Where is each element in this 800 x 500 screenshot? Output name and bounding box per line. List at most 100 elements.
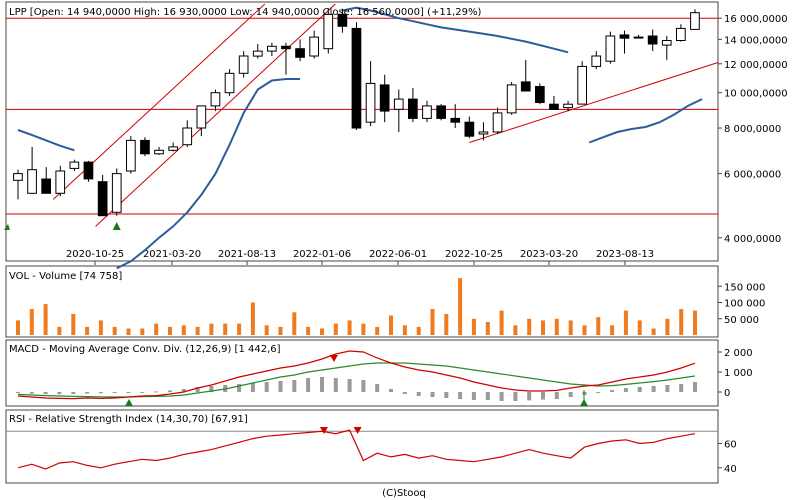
candle-body: [450, 117, 461, 123]
candle-body: [111, 173, 122, 213]
macd-histogram-bar: [513, 392, 518, 401]
macd-histogram-bar: [292, 380, 297, 392]
macd-histogram-bar: [679, 384, 684, 392]
volume-bar: [485, 322, 490, 335]
macd-y-tick-label: 1 000: [724, 368, 753, 379]
volume-bar: [402, 325, 407, 336]
candle-body: [140, 139, 150, 155]
buy-arrow-icon: [112, 222, 121, 230]
volume-bar: [306, 326, 311, 335]
volume-bar: [416, 326, 421, 335]
sell-arrow-icon: [319, 427, 328, 434]
candle-body: [224, 72, 235, 94]
macd-histogram-bar: [278, 381, 283, 392]
volume-bar: [541, 320, 545, 335]
sell-arrow-icon: [329, 355, 338, 362]
candle-body: [55, 170, 66, 194]
macd-histogram-bar: [29, 392, 34, 394]
price-y-tick-label: 6 000,0000: [724, 170, 781, 181]
candle-body: [591, 55, 602, 67]
macd-histogram-bar: [361, 380, 366, 392]
macd-histogram-bar: [57, 392, 62, 395]
candle-body: [549, 103, 559, 110]
macd-histogram-bar: [568, 392, 573, 397]
price-x-tick-label: 2022-01-06: [293, 249, 351, 260]
price-x-tick-label: 2022-10-25: [445, 249, 503, 260]
volume-bar: [347, 320, 352, 335]
moving-average-line: [116, 6, 569, 270]
macd-panel: [5, 339, 719, 407]
candle-body: [126, 139, 136, 172]
volume-bar: [444, 313, 449, 335]
candle-body: [647, 35, 658, 45]
macd-histogram-bar: [168, 390, 172, 392]
macd-histogram-bar: [98, 392, 103, 394]
macd-histogram-bar: [527, 392, 532, 401]
candle-body: [676, 27, 686, 41]
price-y-tick-label: 14 000,0000: [724, 35, 788, 46]
candle-body: [97, 181, 108, 217]
candle-body: [337, 13, 348, 27]
volume-bar: [320, 328, 324, 335]
volume-bar: [140, 328, 145, 335]
price-x-tick-label: 2023-03-20: [520, 249, 578, 260]
candle-body: [252, 50, 263, 57]
volume-bar: [57, 326, 62, 335]
macd-histogram-bar: [485, 392, 490, 400]
candle-body: [182, 127, 193, 146]
price-x-tick-label: 2021-03-20: [143, 249, 201, 260]
macd-histogram-bar: [320, 377, 324, 392]
candle-body: [83, 161, 94, 180]
macd-histogram-bar: [541, 392, 545, 400]
macd-histogram-bar: [610, 390, 615, 392]
price-x-tick-label: 2022-06-01: [369, 249, 427, 260]
candle-body: [69, 161, 80, 169]
candle-body: [520, 81, 531, 92]
macd-histogram-bar: [554, 392, 559, 399]
rsi-title: RSI - Relative Strength Index (14,30,70)…: [9, 414, 248, 425]
volume-y-tick-label: 150 000: [724, 282, 765, 293]
macd-histogram-bar: [333, 378, 338, 392]
macd-histogram-bar: [140, 392, 145, 393]
macd-y-tick-label: 0: [724, 388, 730, 399]
volume-bar: [554, 318, 559, 336]
volume-bar: [513, 325, 518, 336]
macd-histogram-bar: [181, 389, 186, 392]
macd-histogram-bar: [444, 392, 449, 398]
rsi-line: [17, 429, 696, 470]
candle-body: [535, 86, 545, 103]
volume-bar: [250, 302, 255, 335]
sell-arrow-icon: [353, 427, 362, 434]
volume-bar: [292, 312, 297, 336]
macd-histogram-bar: [596, 392, 601, 393]
macd-histogram-bar: [43, 392, 48, 394]
candle-body: [690, 12, 700, 30]
volume-bar: [375, 326, 380, 335]
macd-histogram-bar: [416, 392, 421, 396]
rsi-y-tick-label: 60: [724, 439, 737, 450]
volume-bar: [126, 328, 131, 335]
candle-body: [633, 36, 644, 39]
macd-histogram-bar: [430, 392, 435, 397]
candle-body: [365, 82, 376, 123]
macd-histogram-bar: [154, 391, 159, 393]
candle-body: [13, 173, 23, 181]
candle-body: [478, 131, 489, 135]
volume-bar: [623, 310, 628, 335]
candle-body: [379, 84, 390, 112]
volume-bar: [112, 326, 117, 335]
footer-credit: (C)Stooq: [382, 488, 426, 499]
macd-histogram-bar: [195, 387, 200, 392]
price-y-tick-label: 12 000,0000: [724, 60, 788, 71]
candle-body: [295, 48, 305, 58]
macd-histogram-bar: [112, 392, 117, 393]
volume-bar: [693, 310, 697, 335]
volume-bar: [168, 326, 172, 335]
volume-y-tick-label: 100 000: [724, 299, 765, 310]
candle-body: [408, 98, 418, 119]
volume-bar: [651, 328, 656, 335]
candle-body: [577, 65, 587, 105]
macd-histogram-bar: [264, 382, 269, 392]
candle-body: [323, 13, 334, 50]
